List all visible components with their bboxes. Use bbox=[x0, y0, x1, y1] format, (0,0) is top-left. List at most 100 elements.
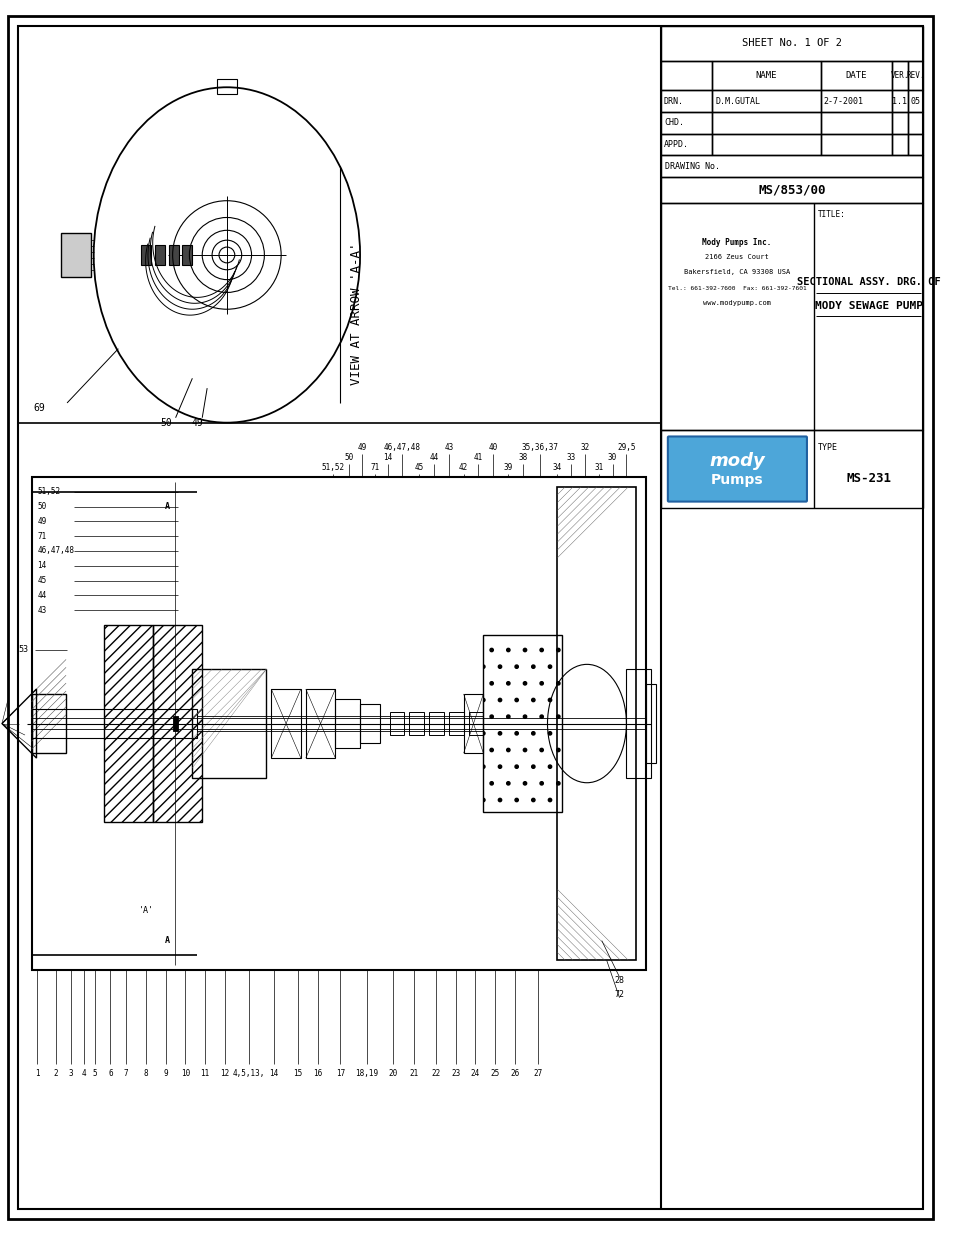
Text: 46,47,48: 46,47,48 bbox=[37, 546, 74, 556]
Text: 44: 44 bbox=[37, 590, 47, 600]
Bar bbox=[335, 699, 359, 748]
Bar bbox=[660, 177, 923, 203]
Text: 14: 14 bbox=[270, 1070, 278, 1078]
Bar bbox=[820, 133, 891, 156]
Bar bbox=[448, 711, 463, 735]
Text: A: A bbox=[165, 936, 170, 945]
Text: 6: 6 bbox=[108, 1070, 112, 1078]
Text: TITLE:: TITLE: bbox=[817, 210, 844, 219]
Text: Mody Pumps Inc.: Mody Pumps Inc. bbox=[701, 237, 771, 247]
Text: 4,5,13,: 4,5,13, bbox=[233, 1070, 265, 1078]
Bar bbox=[660, 61, 712, 90]
Text: 71: 71 bbox=[37, 531, 47, 541]
Text: 05: 05 bbox=[909, 96, 920, 105]
Text: 25: 25 bbox=[490, 1070, 499, 1078]
Text: 2: 2 bbox=[54, 1070, 58, 1078]
Bar bbox=[820, 61, 891, 90]
Bar bbox=[891, 90, 906, 112]
Text: 27: 27 bbox=[533, 1070, 541, 1078]
Text: 33: 33 bbox=[566, 453, 576, 462]
Bar bbox=[31, 709, 197, 739]
Text: 45: 45 bbox=[37, 576, 47, 585]
Text: 49: 49 bbox=[37, 516, 47, 526]
Bar bbox=[409, 711, 424, 735]
Bar bbox=[645, 684, 656, 763]
Text: 32: 32 bbox=[579, 443, 589, 452]
Text: 39: 39 bbox=[503, 463, 512, 472]
Text: DRN.: DRN. bbox=[663, 96, 683, 105]
Text: 34: 34 bbox=[552, 463, 561, 472]
Bar bbox=[906, 90, 923, 112]
Text: 14: 14 bbox=[37, 561, 47, 571]
Bar bbox=[712, 61, 820, 90]
Bar bbox=[660, 203, 923, 430]
Text: 4: 4 bbox=[81, 1070, 86, 1078]
Text: 7: 7 bbox=[124, 1070, 129, 1078]
Bar bbox=[483, 635, 561, 813]
Text: 40: 40 bbox=[488, 443, 497, 452]
Text: SHEET No. 1 OF 2: SHEET No. 1 OF 2 bbox=[741, 38, 841, 48]
Text: DRAWING No.: DRAWING No. bbox=[664, 162, 720, 170]
Bar bbox=[31, 694, 66, 753]
Text: 50: 50 bbox=[344, 453, 354, 462]
Text: 45: 45 bbox=[415, 463, 423, 472]
Text: D.M.GUTAL: D.M.GUTAL bbox=[715, 96, 760, 105]
Bar bbox=[154, 245, 165, 264]
Text: 24: 24 bbox=[471, 1070, 479, 1078]
Text: 50: 50 bbox=[37, 501, 47, 511]
Text: 49: 49 bbox=[192, 417, 203, 427]
Text: 43: 43 bbox=[37, 605, 47, 615]
Text: APPD.: APPD. bbox=[663, 140, 688, 149]
Bar bbox=[906, 61, 923, 90]
Bar bbox=[197, 715, 483, 731]
Bar bbox=[182, 245, 193, 264]
Text: 42: 42 bbox=[458, 463, 468, 472]
Text: 28: 28 bbox=[614, 976, 624, 984]
Bar bbox=[712, 90, 820, 112]
Text: 18,19: 18,19 bbox=[355, 1070, 378, 1078]
Text: 23: 23 bbox=[451, 1070, 460, 1078]
Text: MS/853/00: MS/853/00 bbox=[758, 183, 825, 196]
Bar bbox=[463, 694, 483, 753]
Bar bbox=[820, 112, 891, 133]
Text: 43: 43 bbox=[444, 443, 453, 452]
Bar bbox=[660, 430, 923, 509]
Text: 11: 11 bbox=[200, 1070, 210, 1078]
Bar bbox=[468, 711, 483, 735]
Text: MODY SEWAGE PUMP: MODY SEWAGE PUMP bbox=[814, 301, 922, 311]
Text: 26: 26 bbox=[510, 1070, 519, 1078]
Bar bbox=[660, 133, 712, 156]
Text: 51,52: 51,52 bbox=[37, 488, 61, 496]
Text: 2-7-2001: 2-7-2001 bbox=[822, 96, 862, 105]
Text: 21: 21 bbox=[409, 1070, 418, 1078]
Text: 12: 12 bbox=[220, 1070, 230, 1078]
Bar bbox=[820, 90, 891, 112]
Text: 2166 Zeus Court: 2166 Zeus Court bbox=[704, 254, 768, 259]
Bar bbox=[906, 112, 923, 133]
Text: 15: 15 bbox=[293, 1070, 302, 1078]
Text: 71: 71 bbox=[370, 463, 379, 472]
Text: 31: 31 bbox=[594, 463, 603, 472]
Text: NAME: NAME bbox=[755, 70, 777, 80]
Bar bbox=[891, 133, 906, 156]
Text: 20: 20 bbox=[388, 1070, 396, 1078]
Text: 29,5: 29,5 bbox=[617, 443, 635, 452]
Text: 'A': 'A' bbox=[138, 906, 153, 915]
Bar bbox=[141, 245, 151, 264]
Bar bbox=[193, 669, 266, 778]
Bar bbox=[389, 711, 404, 735]
Bar bbox=[104, 625, 152, 823]
Bar bbox=[169, 245, 178, 264]
Text: 38: 38 bbox=[517, 453, 527, 462]
Bar bbox=[891, 112, 906, 133]
Text: VIEW AT ARROW 'A-A': VIEW AT ARROW 'A-A' bbox=[350, 243, 363, 385]
Bar bbox=[61, 233, 91, 277]
Bar bbox=[712, 133, 820, 156]
Text: 35,36,37: 35,36,37 bbox=[520, 443, 558, 452]
Text: 3: 3 bbox=[69, 1070, 73, 1078]
Bar bbox=[271, 689, 300, 758]
Text: mody: mody bbox=[709, 452, 764, 471]
Text: 8: 8 bbox=[144, 1070, 148, 1078]
Text: 17: 17 bbox=[335, 1070, 345, 1078]
Text: DATE: DATE bbox=[844, 70, 866, 80]
